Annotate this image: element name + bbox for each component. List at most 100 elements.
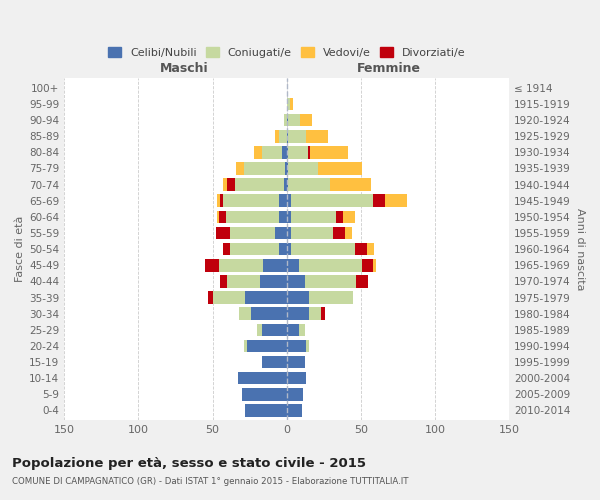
Bar [263,259,287,272]
Bar [299,259,362,272]
Bar [260,275,287,287]
Bar [288,114,300,126]
Bar [288,130,306,142]
Bar [238,372,287,384]
Bar [235,178,284,191]
Bar [220,194,223,207]
Bar [287,114,288,126]
Bar [275,130,280,142]
Bar [362,259,373,272]
Bar [287,210,291,223]
Bar [284,114,287,126]
Bar [287,194,291,207]
Bar [227,178,235,191]
Bar [218,259,263,272]
Bar [287,324,299,336]
Bar [287,388,303,400]
Bar [251,308,287,320]
Bar [291,210,335,223]
Y-axis label: Anni di nascita: Anni di nascita [575,208,585,290]
Bar [280,210,287,223]
Bar [291,194,373,207]
Bar [287,146,288,158]
Bar [205,259,218,272]
Bar [309,291,353,304]
Bar [218,210,226,223]
Bar [344,226,352,239]
Bar [287,340,306,352]
Bar [262,146,283,158]
Bar [245,404,287,417]
Bar [287,98,290,110]
Bar [284,178,287,191]
Bar [306,340,309,352]
Bar [244,340,247,352]
Bar [239,308,251,320]
Bar [245,291,287,304]
Bar [287,372,306,384]
Y-axis label: Fasce di età: Fasce di età [15,216,25,282]
Bar [288,146,308,158]
Bar [254,146,262,158]
Bar [262,356,287,368]
Bar [236,162,244,175]
Legend: Celibi/Nubili, Coniugati/e, Vedovi/e, Divorziati/e: Celibi/Nubili, Coniugati/e, Vedovi/e, Di… [103,42,470,62]
Bar [223,178,227,191]
Bar [343,210,355,223]
Bar [300,114,312,126]
Bar [291,243,355,256]
Bar [290,98,293,110]
Bar [287,130,288,142]
Text: Femmine: Femmine [357,62,421,74]
Bar [242,388,287,400]
Bar [208,291,212,304]
Bar [227,275,260,287]
Bar [262,324,287,336]
Bar [373,194,385,207]
Bar [305,275,356,287]
Bar [217,194,220,207]
Bar [230,243,280,256]
Bar [244,162,285,175]
Bar [283,146,287,158]
Bar [220,275,227,287]
Bar [287,226,291,239]
Bar [309,308,321,320]
Bar [385,194,407,207]
Bar [288,162,318,175]
Bar [230,226,275,239]
Bar [287,308,309,320]
Bar [321,308,325,320]
Bar [373,259,376,272]
Bar [287,275,305,287]
Text: Popolazione per età, sesso e stato civile - 2015: Popolazione per età, sesso e stato civil… [12,458,366,470]
Bar [355,243,367,256]
Bar [275,226,287,239]
Bar [280,243,287,256]
Bar [287,178,288,191]
Bar [280,194,287,207]
Bar [310,146,347,158]
Bar [318,162,362,175]
Bar [367,243,374,256]
Bar [306,130,328,142]
Bar [287,356,305,368]
Bar [333,226,344,239]
Bar [285,162,287,175]
Bar [299,324,305,336]
Bar [226,210,280,223]
Bar [356,275,368,287]
Bar [330,178,371,191]
Bar [308,146,310,158]
Bar [280,130,287,142]
Bar [288,178,330,191]
Bar [223,194,280,207]
Bar [291,226,333,239]
Text: COMUNE DI CAMPAGNATICO (GR) - Dati ISTAT 1° gennaio 2015 - Elaborazione TUTTITAL: COMUNE DI CAMPAGNATICO (GR) - Dati ISTAT… [12,478,409,486]
Bar [217,210,218,223]
Bar [287,259,299,272]
Bar [247,340,287,352]
Bar [287,243,291,256]
Bar [223,243,230,256]
Bar [257,324,262,336]
